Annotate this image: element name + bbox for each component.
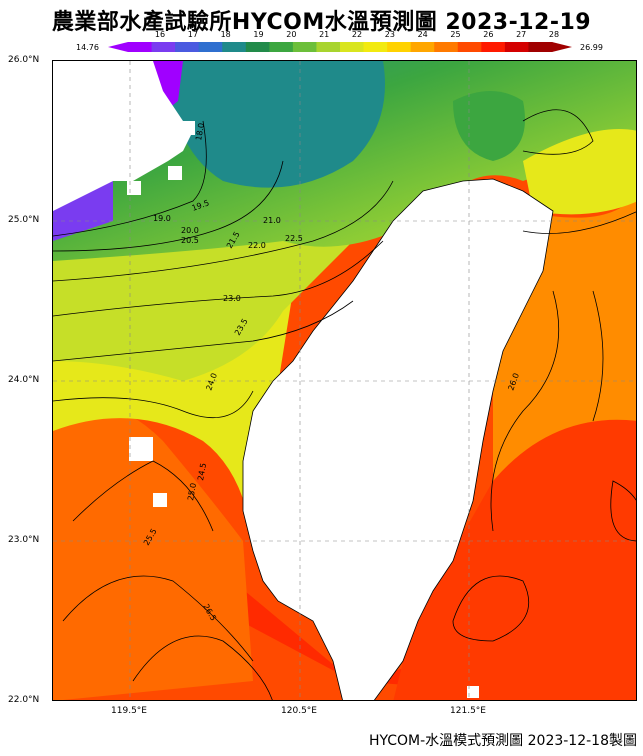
contour-label: 22.5 [285,234,303,243]
colorbar-band [481,42,506,52]
contour-label: 19.0 [153,214,171,223]
colorbar-graphic [108,42,572,52]
colorbar-tick-label: 27 [516,30,527,39]
lat-label-26: 26.0°N [8,55,40,65]
map-canvas: 18.0 19.0 19.5 20.0 20.5 21.0 21.5 22.0 … [53,61,636,700]
colorbar-tick-label: 23 [384,30,395,39]
colorbar-band [316,42,341,52]
colorbar-tick-label: 21 [319,30,330,39]
strait-yellow-green [53,221,353,381]
colorbar-band [175,42,200,52]
colorbar-max-label: 26.99 [580,43,603,52]
colorbar-tick-label: 25 [450,30,461,39]
contour-line [53,160,284,252]
grid-lines [53,61,636,700]
island-c [127,181,141,195]
page-title: 農業部水產試驗所HYCOM水溫預測圖 2023-12-19 [51,10,592,35]
colorbar-tick-label: 19 [253,30,264,39]
colorbar-band [340,42,365,52]
contour-line [610,480,636,542]
colorbar: 14.76 26.99 16 17 18 19 20 21 22 23 24 25 26 27 28 [0,30,643,58]
east-warm-zone [393,419,636,700]
contour-lines [53,109,636,700]
northeast-yellow [523,129,636,215]
lon-label-1205: 120.5°E [281,706,317,716]
contour-line [53,240,384,317]
contour-label: 20.0 [181,226,199,235]
contour-line [53,180,394,282]
contour-line [592,290,604,422]
lon-label-1215: 121.5°E [450,706,486,716]
colorbar-band [434,42,459,52]
footer-caption: HYCOM-水溫模式預測圖 2023-12-18製圖 [368,733,637,749]
colorbar-tick-label: 17 [187,30,198,39]
colorbar-tick-label: 26 [483,30,494,39]
southwest-orange [53,399,253,700]
contour-label: 25.0 [186,482,198,501]
colorbar-tick-label: 24 [417,30,428,39]
island-a [181,121,195,135]
contour-label: 18.0 [194,122,206,141]
colorbar-left-arrow [108,42,128,52]
colorbar-tick-label: 18 [220,30,231,39]
colorbar-band [222,42,247,52]
colorbar-band [245,42,270,52]
colorbar-band [128,42,153,52]
contour-line [490,290,560,532]
colorbar-band [457,42,482,52]
lat-label-25: 25.0°N [8,215,40,225]
contour-label: 23.0 [223,294,241,303]
colorbar-band [363,42,388,52]
contour-line [53,390,254,418]
colorbar-band [198,42,223,52]
colorbar-tick-label: 22 [351,30,363,39]
colorbar-tick-label: 28 [548,30,560,39]
colorbar-band [151,42,176,52]
contour-line [452,575,530,642]
colorbar-band [387,42,412,52]
taiwan-island [242,178,554,700]
contour-label: 24.5 [196,462,208,481]
colorbar-right-arrow [552,42,572,52]
lat-label-23: 23.0°N [8,535,40,545]
contour-line [53,300,354,362]
colorbar-tick-label: 20 [286,30,297,39]
island-b [168,166,182,180]
contour-line [53,120,207,237]
contour-line [132,635,273,700]
colorbar-band [292,42,317,52]
lat-label-22: 22.0°N [8,695,40,705]
colorbar-band [528,42,553,52]
contour-line [522,211,636,234]
northwest-teal [163,61,385,188]
penghu-island-south [153,493,167,507]
contour-line [72,460,214,532]
contour-line [522,109,594,155]
north-green-patch [453,91,525,161]
colorbar-tick-label: 16 [154,30,166,39]
colorbar-min-label: 14.76 [76,43,99,52]
colorbar-band [269,42,294,52]
colorbar-band [410,42,435,52]
mainland-land [53,61,193,211]
contour-label: 20.5 [181,236,199,245]
contour-label: 21.0 [263,216,281,225]
contour-label: 22.0 [248,241,266,250]
colorbar-band [504,42,529,52]
penghu-island [129,437,153,461]
contour-line [62,575,254,662]
lon-label-1195: 119.5°E [111,706,147,716]
lanyu-island [467,686,479,698]
sea-temperature-map[interactable]: 18.0 19.0 19.5 20.0 20.5 21.0 21.5 22.0 … [52,60,637,701]
lat-label-24: 24.0°N [8,375,40,385]
